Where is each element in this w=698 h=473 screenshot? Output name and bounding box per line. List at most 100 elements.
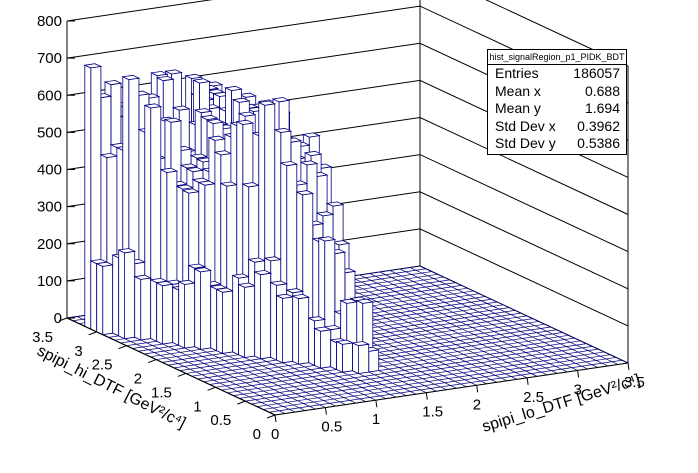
lego-bar [177, 279, 197, 349]
floor-line-x [379, 271, 588, 370]
bar-face [247, 257, 267, 263]
lego-bar [155, 280, 175, 345]
bar-face [291, 293, 311, 300]
x-tick-label: 3 [574, 381, 582, 398]
stat-row: Std Dev x 0.3962 [488, 118, 626, 136]
y-tick [58, 317, 68, 322]
bar-face [164, 69, 183, 75]
lego-bar [275, 293, 295, 364]
bar-face [207, 135, 227, 141]
y-tick [147, 359, 157, 364]
floor-line-y [269, 359, 623, 413]
x-tick [526, 377, 529, 385]
z-tick-label: 400 [37, 162, 62, 179]
z-tick-label: 700 [37, 50, 62, 67]
z-tick-label: 300 [37, 199, 62, 216]
bar-face [156, 282, 164, 345]
floor-line-y [215, 334, 569, 388]
bar-face [102, 264, 114, 336]
bar-face [179, 163, 199, 169]
bar-face [254, 271, 262, 360]
bar-face [99, 152, 119, 159]
y-tick [207, 386, 216, 391]
bar-face [270, 281, 278, 361]
lego-bar [351, 341, 371, 375]
x-tick-label: 1.5 [422, 404, 443, 421]
stat-row: Mean y 1.694 [488, 100, 626, 118]
x-tick [476, 385, 479, 393]
bar-face [285, 288, 305, 294]
bar-face [205, 118, 225, 125]
z-tick-label: 500 [37, 124, 62, 141]
bar-face [282, 296, 294, 364]
bar-face [117, 248, 137, 254]
floor-line-x [409, 267, 619, 365]
bar-face [299, 160, 319, 166]
bar-face [232, 274, 240, 356]
bar-face [178, 281, 186, 349]
stat-value: 186057 [573, 65, 620, 81]
bar-face [263, 256, 283, 262]
stat-row: Mean x 0.688 [488, 83, 626, 101]
bar-face [317, 236, 337, 242]
bar-face [237, 111, 257, 117]
bar-face [276, 294, 284, 364]
bar-face [124, 250, 136, 340]
bar-face [133, 274, 153, 280]
x-tick [425, 392, 428, 400]
bar-face [351, 341, 371, 347]
bar-face [336, 340, 343, 373]
bar-face [231, 273, 251, 279]
stat-value: 1.694 [584, 100, 620, 117]
bar-face [172, 286, 180, 346]
bar-face [150, 279, 158, 342]
lego-bars [83, 63, 381, 375]
lego-bar [313, 326, 333, 369]
stats-box: hist_signalRegion_p1_PIDK_BDT Entries 186… [487, 49, 627, 155]
bar-face [143, 103, 163, 109]
bar-face [224, 85, 243, 92]
bar-face [355, 298, 375, 304]
bar-face [185, 167, 205, 173]
floor-line-x [349, 276, 558, 374]
x-tick [375, 400, 378, 408]
bar-face [96, 263, 104, 336]
stat-value: 0.3962 [577, 117, 620, 134]
y-tick [177, 372, 187, 377]
bar-face [181, 188, 201, 194]
bar-face [295, 190, 315, 196]
stat-value: 0.688 [584, 82, 620, 99]
bar-face [84, 64, 92, 330]
bar-face [197, 180, 217, 186]
bar-face [292, 295, 300, 365]
y-tick [118, 345, 127, 350]
x-tick-label: 0 [271, 426, 279, 443]
floor-line-y [203, 329, 557, 383]
bar-face [253, 269, 273, 276]
bar-face [298, 296, 310, 365]
floor-line-y [221, 337, 575, 391]
lego-bar [215, 287, 235, 355]
y-tick [237, 400, 246, 405]
lego-bar [117, 248, 137, 340]
bar-face [231, 97, 251, 103]
bar-face [103, 79, 123, 86]
y-tick-label: 0 [253, 426, 261, 443]
floor-line-y [245, 348, 599, 402]
bar-face [238, 283, 246, 359]
bar-face [257, 100, 277, 106]
bar-face [193, 108, 213, 114]
bar-face [330, 339, 338, 371]
bar-face [215, 287, 235, 293]
floor-line-x [419, 265, 629, 364]
floor-line-x [399, 268, 608, 367]
y-tick-label: 2.5 [92, 357, 113, 374]
lego-bar [237, 282, 257, 359]
stat-label: Entries [495, 65, 539, 81]
floor-line-y [233, 343, 587, 396]
bar-face [358, 343, 370, 374]
x-tick-label: 1 [372, 411, 380, 428]
bar-face [325, 201, 345, 207]
x-tick-label: 0.5 [321, 419, 342, 436]
